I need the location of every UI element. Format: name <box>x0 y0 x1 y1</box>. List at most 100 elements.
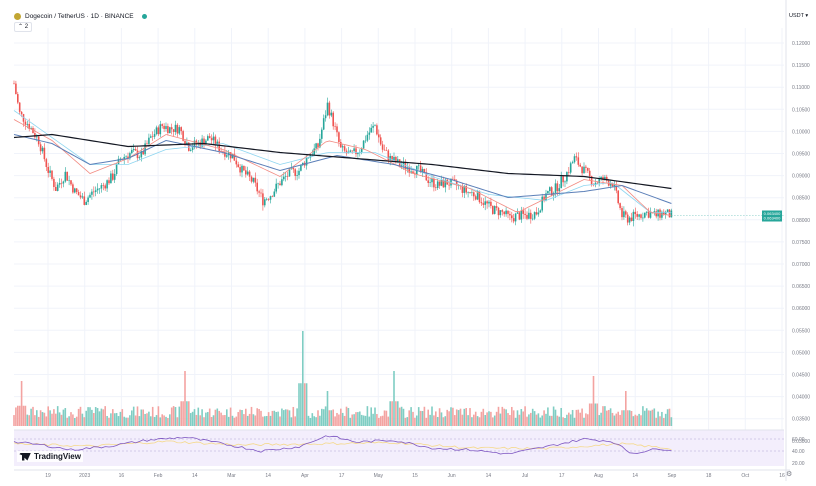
volume-bar <box>94 407 97 426</box>
volume-bar <box>151 406 154 426</box>
volume-bar <box>148 411 150 426</box>
candle-body <box>75 188 78 192</box>
price-tick-label: 0.09500 <box>792 152 810 158</box>
volume-bar <box>277 411 279 426</box>
candle-body <box>528 212 530 219</box>
candle-body <box>294 169 296 176</box>
volume-bar <box>488 411 490 426</box>
volume-bar <box>43 412 46 426</box>
volume-bar <box>450 407 452 426</box>
candle-body <box>144 143 146 155</box>
volume-bar <box>121 409 124 426</box>
price-tick-label: 0.09000 <box>792 174 810 180</box>
volume-bar <box>36 410 38 426</box>
volume-bar <box>41 412 44 426</box>
volume-bar <box>170 407 173 426</box>
time-tick-label: 16 <box>119 473 125 479</box>
volume-bar <box>663 417 665 426</box>
candle-body <box>465 186 467 193</box>
volume-bar <box>566 414 568 426</box>
candle-body <box>110 173 112 184</box>
symbol-header[interactable]: Dogecoin / TetherUS · 1D · BINANCE <box>14 9 147 23</box>
currency-selector[interactable]: USDT ▾ <box>789 13 809 19</box>
volume-bar <box>269 415 272 426</box>
volume-bar <box>440 412 443 426</box>
volume-bar <box>51 413 53 426</box>
tradingview-wordmark: TradingView <box>34 452 81 461</box>
candle-body <box>630 217 633 221</box>
candle-body <box>336 126 338 133</box>
volume-bar <box>203 417 205 426</box>
rsi-line <box>13 435 672 455</box>
settings-gear-icon[interactable]: ⚙ <box>786 471 793 478</box>
candle-body <box>562 176 564 183</box>
candle-body <box>670 210 673 218</box>
candle-body <box>127 156 129 159</box>
volume-bar <box>666 409 669 426</box>
candle-body <box>585 166 587 168</box>
candle-body <box>649 212 652 218</box>
candle-body <box>45 159 48 167</box>
volume-bar <box>531 408 534 426</box>
volume-bar <box>431 406 433 426</box>
symbol-title[interactable]: Dogecoin / TetherUS · 1D · BINANCE <box>25 12 134 20</box>
ma-line-lightblue <box>13 110 672 213</box>
volume-bar <box>528 414 530 426</box>
ma-line-black <box>13 133 672 190</box>
candle-body <box>258 191 260 193</box>
candle-body <box>292 167 295 170</box>
candle-body <box>106 180 108 189</box>
volume-bar <box>132 406 135 426</box>
candle-body <box>387 150 390 161</box>
time-tick-label: 2023 <box>79 473 90 479</box>
candle-body <box>628 217 631 223</box>
volume-bar <box>511 406 513 426</box>
candle-body <box>334 126 336 127</box>
volume-bar <box>395 401 397 426</box>
price-tick-label: 0.10500 <box>792 107 810 113</box>
volume-bar <box>328 410 331 426</box>
candle-body <box>271 196 274 197</box>
volume-bar <box>284 409 287 426</box>
volume-bar <box>326 391 329 426</box>
tradingview-logo[interactable]: TradingView <box>17 451 83 462</box>
volume-bar <box>159 417 162 426</box>
candle-body <box>547 191 549 194</box>
volume-bar <box>22 405 25 426</box>
candle-body <box>505 210 507 215</box>
candle-body <box>174 124 177 132</box>
volume-bar <box>279 416 281 426</box>
candle-body <box>296 175 298 176</box>
candle-body <box>286 176 289 177</box>
time-tick-label: 14 <box>265 473 271 479</box>
volume-bar <box>155 415 158 426</box>
candle-body <box>74 188 76 193</box>
volume-bar <box>26 414 29 426</box>
candle-body <box>349 150 352 152</box>
candle-body <box>419 165 422 172</box>
volume-bar <box>549 415 551 426</box>
volume-bar <box>465 408 467 426</box>
volume-bar <box>638 413 640 426</box>
candle-body <box>34 133 36 138</box>
volume-bar <box>283 410 285 426</box>
volume-bar <box>387 416 390 426</box>
indicators-toggle-button[interactable]: ⌃ 2 <box>14 22 33 32</box>
volume-bar <box>600 412 602 426</box>
candle-body <box>378 134 380 138</box>
candle-body <box>208 136 211 139</box>
candle-body <box>647 211 650 218</box>
volume-bar <box>77 408 80 426</box>
candle-body <box>402 162 405 166</box>
volume-bar <box>545 413 547 426</box>
volume-bar <box>436 416 439 426</box>
volume-bar <box>446 409 448 426</box>
volume-bar <box>330 410 333 426</box>
volume-bar <box>193 409 196 426</box>
candle-body <box>425 172 428 181</box>
candle-body <box>469 192 471 193</box>
volume-bar <box>195 414 198 426</box>
volume-bar <box>402 408 405 426</box>
